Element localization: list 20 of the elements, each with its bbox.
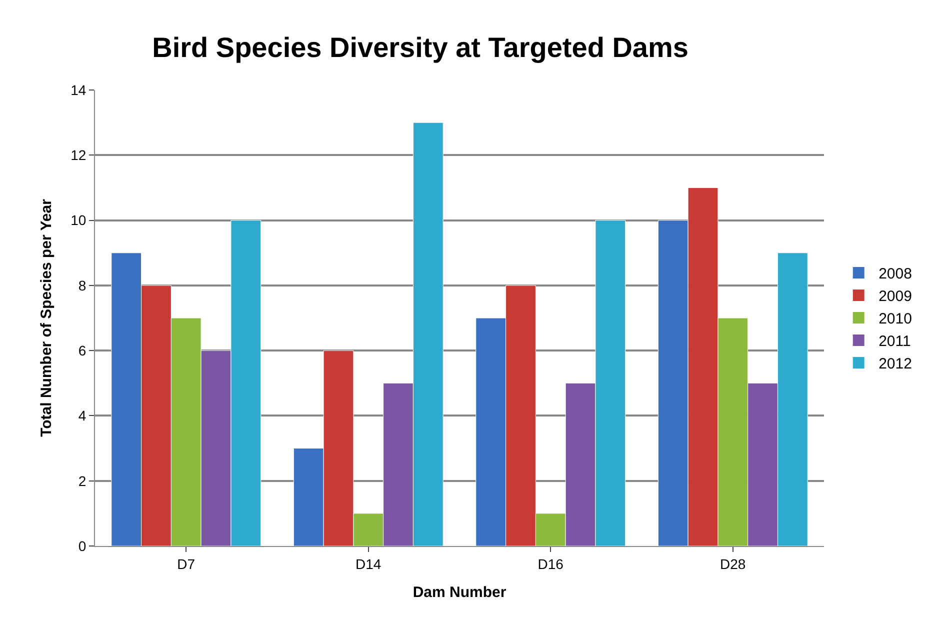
legend-label: 2011 <box>878 333 911 350</box>
y-tick-label: 0 <box>78 538 86 554</box>
y-tick-label: 8 <box>78 277 86 294</box>
legend-label: 2009 <box>878 288 912 306</box>
y-tick-label: 10 <box>70 212 86 228</box>
y-tick-label: 14 <box>70 82 86 98</box>
y-tick-label: 12 <box>70 147 86 164</box>
x-axis-title: Dam Number <box>412 584 506 601</box>
legend-label: 2012 <box>878 356 912 373</box>
y-tick-label: 4 <box>78 408 86 424</box>
chart-title: Bird Species Diversity at Targeted Dams <box>152 32 688 63</box>
y-tick-label: 2 <box>78 472 86 489</box>
y-tick-label: 6 <box>78 342 86 358</box>
x-tick-label: D16 <box>538 556 564 572</box>
legend-label: 2010 <box>878 310 912 328</box>
legend-label: 2008 <box>878 266 912 283</box>
x-tick-label: D7 <box>177 556 196 572</box>
x-tick-label: D28 <box>720 556 746 572</box>
x-tick-label: D14 <box>356 556 382 572</box>
y-axis-title: Total Number of Species per Year <box>38 198 55 437</box>
